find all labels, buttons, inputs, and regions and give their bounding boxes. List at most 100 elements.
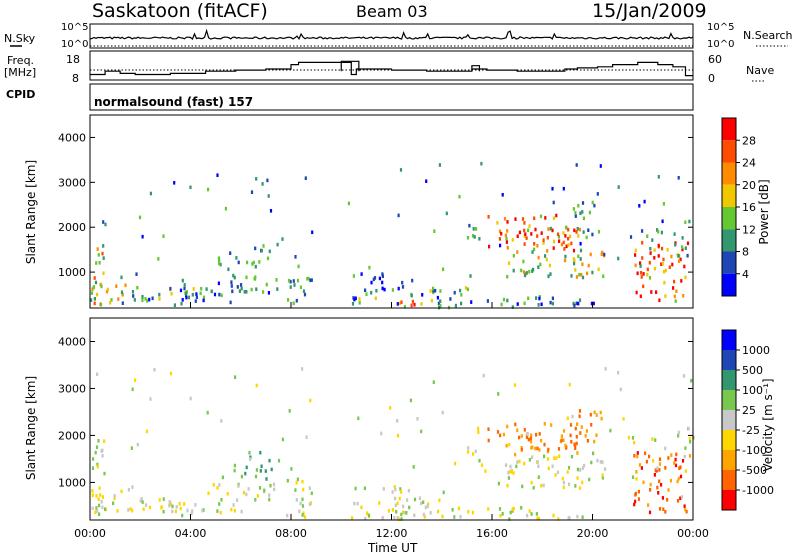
range-cell [170,291,173,296]
range-cell [194,503,197,507]
range-cell [662,507,665,511]
range-cell [508,517,511,521]
range-cell [631,475,635,479]
time-axis-label: Time UT [367,541,418,554]
colorbar-tick-label: -500 [742,464,767,477]
range-cell [233,468,236,473]
range-cell [684,446,687,450]
range-cell [553,456,556,461]
range-cell [127,488,130,492]
range-cell [536,234,539,238]
range-cell [364,516,367,521]
range-cell [502,432,505,437]
range-cell [380,431,383,436]
range-cell [266,256,270,261]
range-cell [391,288,394,292]
range-cell [576,514,579,519]
range-cell [570,454,574,459]
range-cell [596,192,599,196]
range-cell [676,499,680,503]
range-cell [168,503,171,508]
range-cell [233,463,236,468]
range-cell [240,509,243,514]
range-cell [557,234,560,239]
range-cell [423,515,426,519]
range-cell [265,477,268,481]
range-cell [370,280,373,285]
range-cell [634,263,637,268]
range-cell [158,297,161,301]
range-cell [574,426,577,431]
range-cell [442,267,445,272]
range-cell [270,467,273,472]
range-cell [511,507,514,511]
range-cell [533,216,536,221]
x-tick-label: 08:00 [275,527,307,540]
range-cell [387,509,390,513]
range-cell [688,219,691,224]
range-cell [640,466,643,470]
range-cell [403,305,406,309]
range-cell [511,305,514,309]
range-cell [310,491,313,496]
range-cell [569,423,573,427]
noise-tick-low: 10^0 [61,39,88,50]
range-cell [408,505,411,510]
range-cell [98,486,101,490]
range-cell [187,295,191,300]
range-cell [520,506,523,510]
range-cell [542,238,545,242]
range-cell [470,300,473,304]
range-cell [570,274,573,278]
range-cell [530,232,533,236]
range-cell [506,220,509,224]
range-cell [581,201,585,205]
range-cell [218,258,221,263]
range-cell [690,378,693,383]
range-cell [162,497,165,501]
range-cell [400,517,403,521]
range-cell [487,427,490,431]
range-cell [687,426,690,431]
range-cell [364,288,367,293]
range-cell [477,430,480,434]
range-cell [679,474,683,479]
range-cell [574,268,577,272]
range-cell [511,509,514,513]
range-cell [407,488,410,493]
range-cell [475,227,478,231]
range-cell [670,254,673,259]
range-cell [600,416,603,421]
range-cell [141,234,144,239]
range-cell [567,482,571,487]
range-cell [536,244,539,248]
range-cell [581,210,584,214]
range-cell [469,274,472,278]
range-cell [255,287,258,291]
range-cell [99,493,102,497]
range-cell [184,291,187,296]
range-cell [512,471,515,475]
range-cell [573,228,576,233]
range-cell [588,210,591,215]
range-cell [682,374,685,378]
range-cell [268,497,271,502]
range-cell [250,190,254,194]
range-cell [399,487,402,491]
range-cell [250,287,253,292]
range-cell [473,235,476,239]
range-cell [587,228,590,232]
range-cell [396,501,399,506]
range-cell [273,487,276,492]
range-cell [568,382,571,387]
range-cell [127,508,130,512]
range-cell [185,295,188,300]
range-cell [658,507,662,511]
range-cell [551,228,554,233]
range-cell [102,256,105,260]
range-cell [564,443,567,448]
range-cell [599,410,602,415]
range-cell [183,283,186,287]
range-cell [566,470,569,474]
range-cell [237,484,240,488]
